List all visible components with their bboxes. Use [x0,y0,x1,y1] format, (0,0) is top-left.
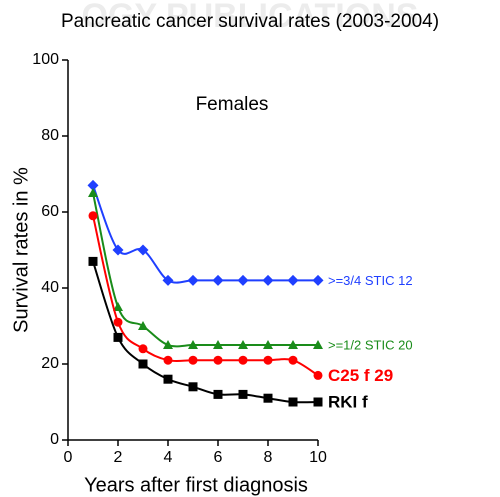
point [188,355,198,365]
point [263,340,273,349]
point [88,211,98,221]
series-line [92,185,318,284]
y-tick-label: 40 [41,279,59,296]
annotation: Females [196,94,269,115]
legend-label: C25 f 29 [328,366,393,385]
point [188,382,198,392]
point [312,274,324,286]
point [187,274,199,286]
point [112,244,124,256]
point [87,179,99,191]
y-tick-label: 80 [41,127,59,144]
x-tick-label: 2 [114,449,123,466]
point [163,340,173,349]
point [138,359,148,369]
series-line [92,192,318,348]
point [313,397,323,407]
point [113,302,123,311]
x-tick-label: 10 [309,449,327,466]
point [113,332,123,342]
x-tick-label: 0 [64,449,73,466]
x-tick-label: 8 [264,449,273,466]
point [188,340,198,349]
series-line [92,261,319,404]
point [163,355,173,365]
point [313,370,323,380]
y-tick-label: 20 [41,355,59,372]
y-tick-label: 60 [41,203,59,220]
y-tick-label: 0 [50,431,59,448]
point [212,274,224,286]
y-tick-label: 100 [32,51,59,68]
x-tick-label: 4 [164,449,173,466]
point [288,340,298,349]
point [213,389,223,399]
x-tick-label: 6 [214,449,223,466]
point [138,321,148,330]
point [313,340,323,349]
point [213,340,223,349]
legend-label: >=1/2 STIC 20 [328,337,413,352]
point [238,355,248,365]
point [138,344,148,354]
legend-label: >=3/4 STIC 12 [328,273,413,288]
point [237,274,249,286]
point [213,355,223,365]
point [238,340,248,349]
point [88,188,98,197]
point [287,274,299,286]
point [288,355,298,365]
legend-label: RKI f [328,392,368,411]
point [137,244,149,256]
point [113,317,123,327]
point [238,389,248,399]
point [262,274,274,286]
point [263,355,273,365]
point [88,256,98,266]
x-axis-label: Years after first diagnosis [84,474,308,496]
point [162,274,174,286]
point [288,397,298,407]
series-line [92,215,319,377]
y-axis-label: Survival rates in % [10,167,32,333]
chart-title: Pancreatic cancer survival rates (2003-2… [61,11,439,32]
point [263,393,273,403]
point [163,374,173,384]
watermark: OGY PUBLICATIONS [82,0,419,35]
